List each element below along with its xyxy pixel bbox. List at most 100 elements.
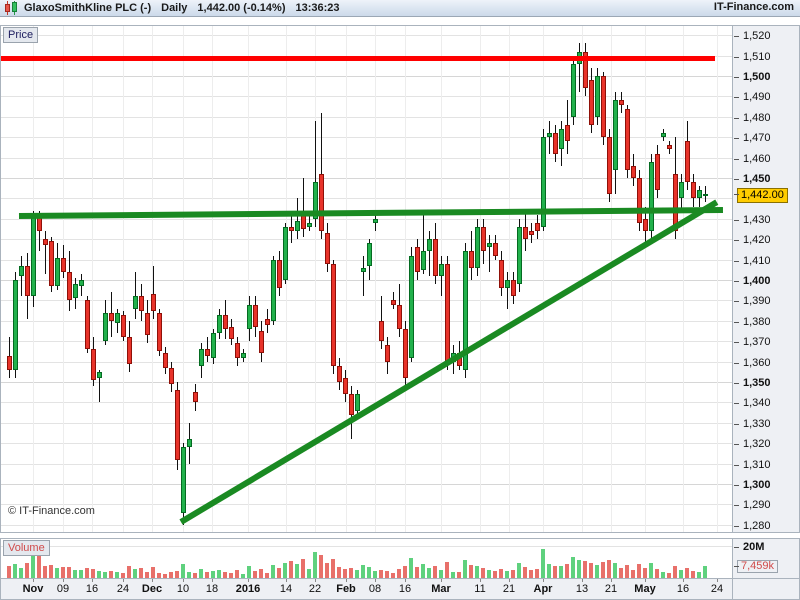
candle-body — [511, 280, 516, 297]
candle-body — [133, 296, 138, 309]
gridline-vertical — [717, 26, 718, 532]
price-axis[interactable]: 1,520 1,510 1,500 1,490 1,480 1,470 1,460 1,450… — [733, 25, 800, 533]
volume-bar — [31, 553, 35, 578]
date-tick — [286, 579, 287, 582]
date-axis-label: 24 — [116, 583, 130, 595]
volume-bar — [343, 569, 347, 578]
candle — [439, 26, 444, 532]
volume-bar — [631, 569, 635, 578]
volume-axis[interactable]: 20M 7,459k — [733, 538, 800, 579]
price-axis-label: 1,280 — [743, 519, 771, 532]
tab-price[interactable]: Price — [3, 27, 39, 43]
candle — [313, 26, 318, 532]
volume-bar — [307, 569, 311, 578]
date-axis-label: 24 — [710, 583, 724, 595]
volume-pane[interactable]: Volume — [0, 538, 733, 579]
candle-body — [607, 137, 612, 195]
volume-bar — [37, 543, 41, 578]
price-axis-label: 1,480 — [743, 111, 771, 124]
candle-wick — [507, 271, 508, 309]
volume-bar — [469, 564, 473, 578]
candle-wick — [45, 231, 46, 274]
candle — [49, 26, 54, 532]
price-axis-label: 1,510 — [743, 50, 771, 63]
price-axis-label: 1,400 — [743, 275, 771, 288]
candle-body — [469, 251, 474, 268]
tab-volume[interactable]: Volume — [3, 540, 50, 556]
candle — [37, 26, 42, 532]
gridline-vertical — [212, 26, 213, 532]
date-axis-corner — [733, 579, 800, 600]
volume-bar — [217, 569, 221, 578]
candle-body — [529, 231, 534, 236]
volume-bar — [523, 566, 527, 578]
candle — [607, 26, 612, 532]
candle — [199, 26, 204, 532]
volume-bar — [481, 567, 485, 578]
candle-body — [385, 345, 390, 362]
candle-body — [193, 392, 198, 403]
candle — [469, 26, 474, 532]
candle — [151, 26, 156, 532]
volume-last-badge[interactable]: 7,459k — [737, 559, 779, 573]
candle — [265, 26, 270, 532]
volume-bar — [7, 566, 11, 578]
candle — [697, 26, 702, 532]
candle-body — [541, 137, 546, 227]
date-tick — [582, 579, 583, 582]
volume-bar — [517, 562, 521, 578]
gridline — [1, 341, 732, 342]
axis-tick — [734, 118, 739, 119]
candle — [613, 26, 618, 532]
candle — [523, 26, 528, 532]
volume-bar — [187, 572, 191, 578]
date-axis-label: 16 — [676, 583, 690, 595]
candle-body — [109, 312, 114, 321]
candle-body — [211, 333, 216, 358]
gridline-vertical — [543, 26, 544, 532]
candle — [655, 26, 660, 532]
axis-tick — [734, 465, 739, 466]
price-axis-label: 1,410 — [743, 254, 771, 267]
volume-bar — [55, 568, 59, 578]
candle-wick — [489, 235, 490, 272]
date-axis-label: Dec — [141, 583, 163, 595]
candle-body — [283, 226, 288, 281]
date-tick — [33, 579, 34, 582]
date-tick — [152, 579, 153, 582]
gridline-vertical — [509, 26, 510, 532]
volume-bar — [205, 571, 209, 578]
volume-bar — [547, 563, 551, 578]
volume-bar — [145, 571, 149, 578]
volume-bar — [529, 570, 533, 578]
last-price-badge[interactable]: 1,442.00 — [737, 188, 788, 204]
candle-wick — [291, 210, 292, 244]
volume-bar — [175, 570, 179, 578]
candle — [31, 26, 36, 532]
gridline-vertical — [183, 26, 184, 532]
date-tick — [441, 579, 442, 582]
volume-bar — [229, 573, 233, 578]
candle-body — [421, 251, 426, 270]
instrument-name[interactable]: GlaxoSmithKline PLC (-) — [24, 2, 152, 14]
candle-body — [349, 394, 354, 415]
volume-bar — [361, 564, 365, 578]
price-axis-label: 1,490 — [743, 91, 771, 104]
volume-bar — [685, 567, 689, 578]
candle-body — [679, 182, 684, 199]
volume-bar — [445, 562, 449, 578]
date-tick — [346, 579, 347, 582]
price-pane[interactable]: Price — [0, 25, 733, 533]
gridline-vertical — [123, 26, 124, 532]
candle-body — [685, 141, 690, 183]
date-axis[interactable]: Nov 09 16 24 Dec 10 18 2016 14 22 Feb 08 16 Mar 11 21 Ap… — [0, 579, 733, 600]
timeframe-label[interactable]: Daily — [161, 2, 188, 14]
volume-bar — [247, 565, 251, 578]
date-tick — [248, 579, 249, 582]
resistance-line[interactable] — [1, 55, 715, 61]
axis-tick — [734, 424, 739, 425]
gridline — [1, 35, 732, 36]
volume-bar — [241, 574, 245, 578]
candle — [427, 26, 432, 532]
candlestick-icon — [4, 1, 20, 15]
